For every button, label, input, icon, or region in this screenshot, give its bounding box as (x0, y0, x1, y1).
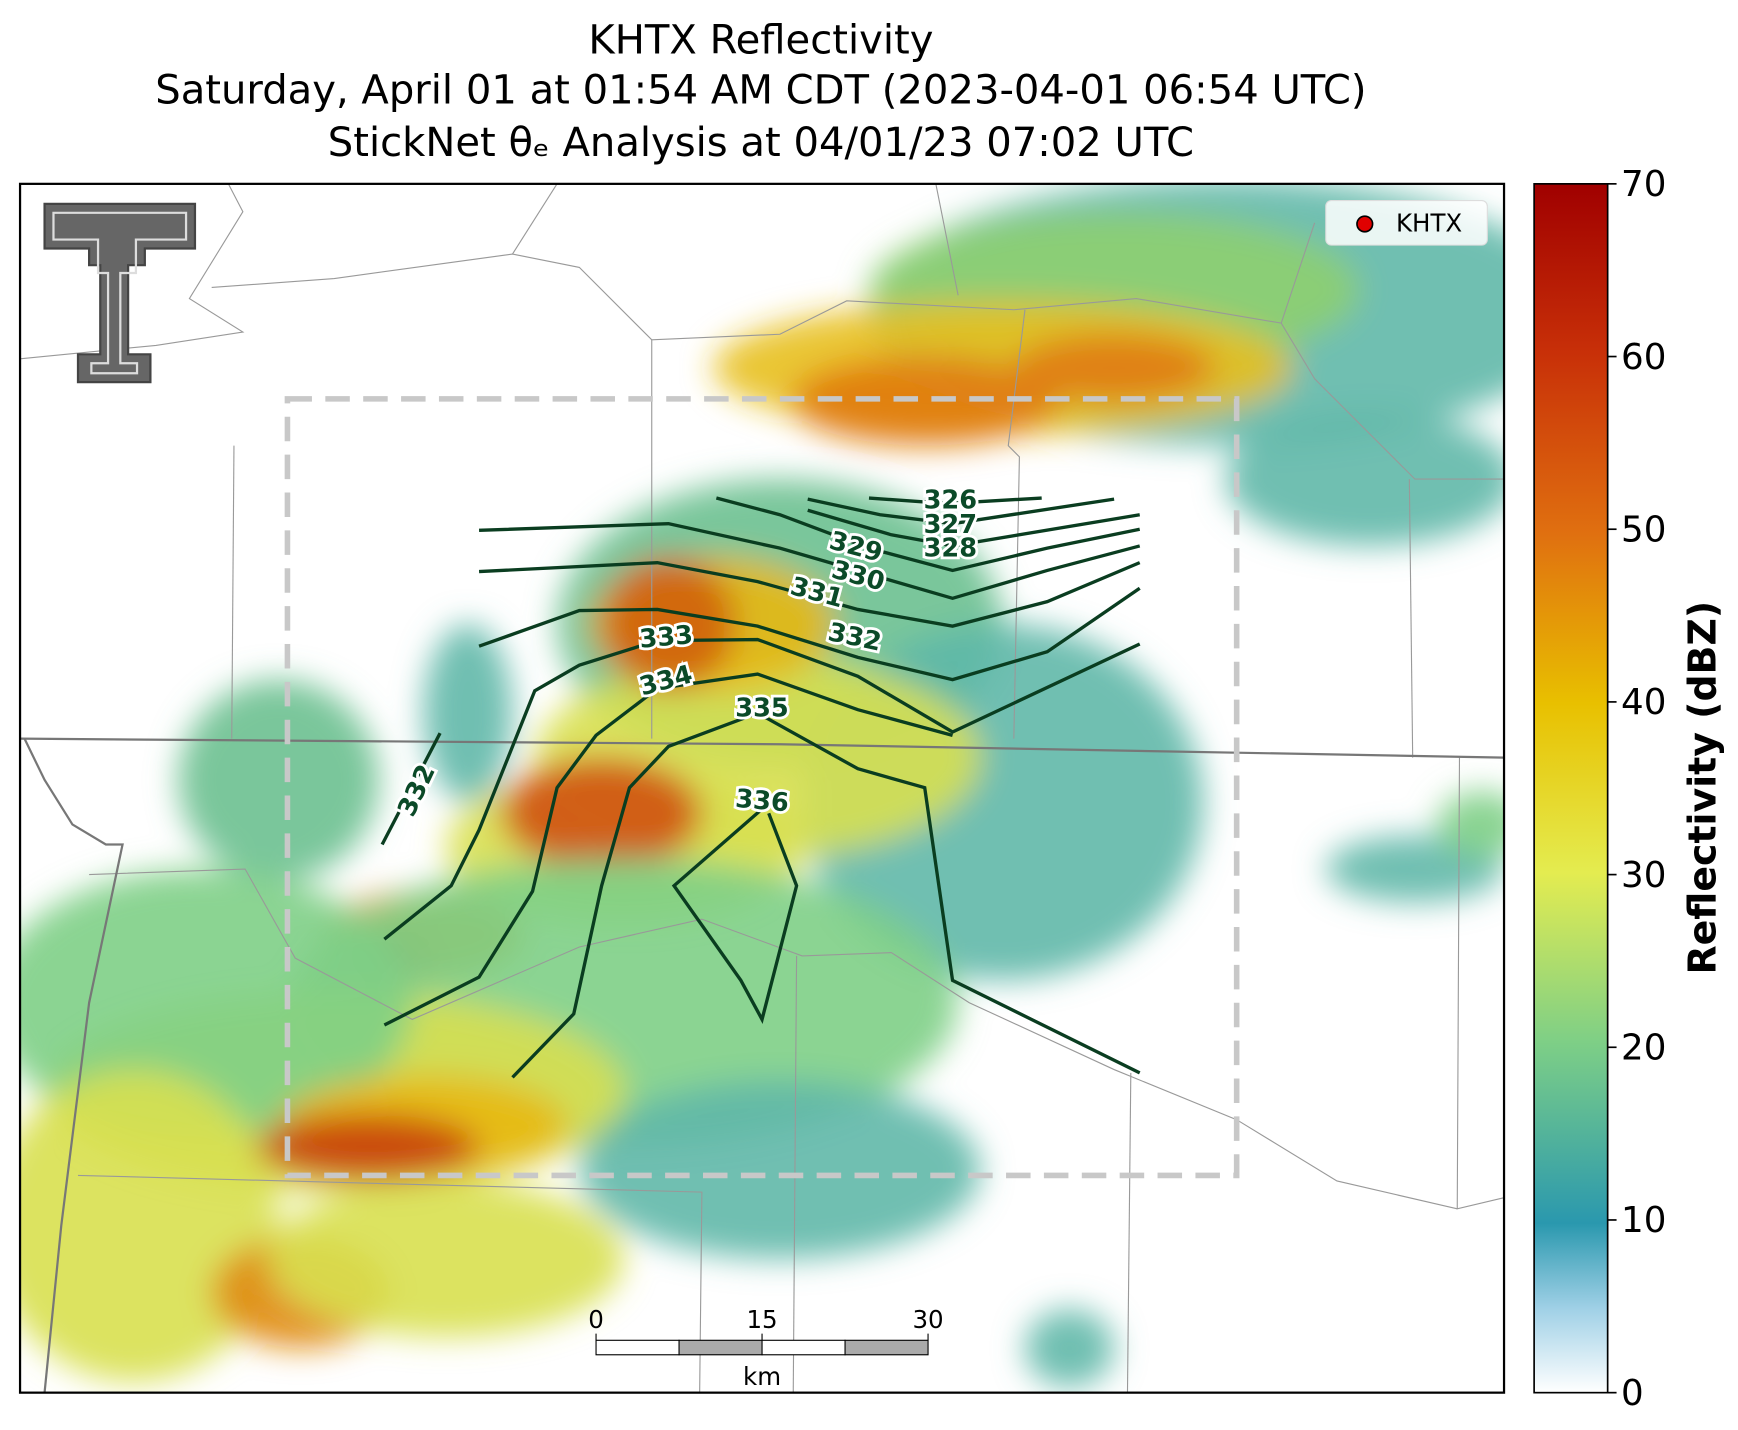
scale-unit: km (743, 1362, 781, 1391)
echo-region (1013, 334, 1215, 402)
colorbar-gradient (1533, 183, 1609, 1394)
contour-line (807, 497, 1115, 526)
colorbar-tick-label: 0 (1621, 1373, 1644, 1414)
colorbar-label: Reflectivity (dBZ) (1681, 601, 1725, 975)
state-borders (20, 737, 1505, 1393)
map-frame (18, 182, 1506, 1394)
contour-line (383, 637, 1141, 941)
scale-tick-label: 15 (746, 1305, 777, 1334)
contour-line (478, 560, 1141, 628)
echo-region (256, 1114, 480, 1181)
echo-region (501, 757, 702, 870)
colorbar-tick-label: 40 (1621, 682, 1666, 723)
contour-label: 336 (734, 784, 790, 819)
scale-bar: km 0 15 30 (588, 1305, 943, 1391)
contour-line (868, 496, 1042, 506)
colorbar-tick-label: 20 (1621, 1028, 1666, 1069)
reflectivity-field (20, 183, 1505, 1388)
echo-region (267, 1180, 624, 1337)
colorbar: Reflectivity (dBZ) 0 10 20 30 40 50 60 70 (1533, 164, 1725, 1414)
contour-label: 328 (924, 533, 977, 563)
university-logo (43, 202, 197, 384)
scale-tick-label: 30 (912, 1305, 943, 1334)
echo-region (1437, 791, 1505, 858)
scale-segment (678, 1339, 763, 1356)
scale-tick-label: 0 (588, 1305, 604, 1334)
contour-line (807, 508, 1141, 548)
colorbar-tick-label: 50 (1621, 509, 1666, 550)
colorbar-tick-label: 60 (1621, 337, 1666, 378)
colorbar-tick-label: 70 (1621, 164, 1666, 205)
contour-line (478, 586, 1141, 682)
legend: KHTX (1325, 200, 1488, 246)
echo-region (20, 869, 413, 1137)
echo-region (423, 623, 513, 803)
contour-label: 335 (735, 694, 788, 724)
colorbar-tick-label: 30 (1621, 855, 1666, 896)
contour-line (479, 521, 1141, 601)
echo-region (1225, 412, 1505, 546)
echo-region (579, 1080, 981, 1259)
legend-label: KHTX (1396, 209, 1462, 238)
title-line: Saturday, April 01 at 01:54 AM CDT (2023… (155, 68, 1366, 114)
echo-region (1024, 1309, 1115, 1388)
echo-region (791, 356, 1059, 446)
colorbar-tick-label: 10 (1621, 1200, 1666, 1241)
echo-region (178, 679, 379, 881)
contour-label: 333 (638, 620, 694, 655)
contour-line (383, 672, 953, 1027)
scale-segment (595, 1339, 680, 1356)
title-line: StickNet θₑ Analysis at 04/01/23 07:02 U… (328, 120, 1194, 166)
scale-segment (761, 1339, 846, 1356)
legend-marker (1356, 215, 1374, 233)
title-line: KHTX Reflectivity (588, 18, 933, 64)
scale-segment (844, 1339, 929, 1356)
contour-label: 327 (924, 510, 977, 540)
contour-line (511, 711, 1141, 1079)
echo-region (20, 1069, 279, 1382)
contour-label: 326 (924, 485, 977, 515)
analysis-domain (284, 396, 1240, 1179)
contour-line (715, 496, 1141, 573)
echo-region (601, 557, 736, 691)
contour-line (671, 808, 799, 1024)
contour-line (380, 732, 442, 846)
